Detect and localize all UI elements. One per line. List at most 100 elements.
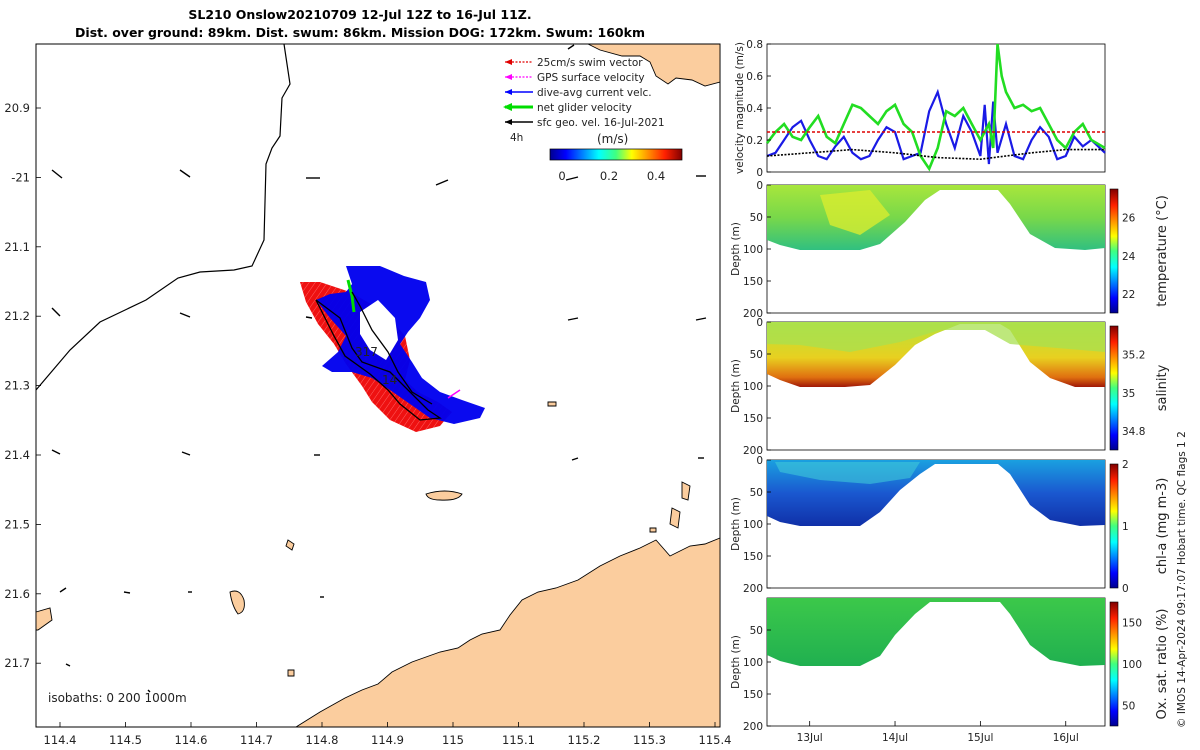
velocity-tick-label: 0.4 bbox=[746, 103, 763, 115]
colorbar-label: temperature (°C) bbox=[1155, 195, 1170, 307]
legend-dive-avg-current: dive-avg current velc. bbox=[537, 87, 652, 99]
velocity-y-axis: 0 0.2 0.4 0.6 0.8 bbox=[746, 39, 771, 179]
footer-credit: © IMOS 14-Apr-2024 09:17:07 Hobart time.… bbox=[1176, 431, 1188, 728]
map-colorbar-gradient bbox=[549, 148, 683, 161]
depth-tick-label: 150 bbox=[743, 551, 763, 563]
depth-tick-label: 150 bbox=[743, 413, 763, 425]
depth-colorbar bbox=[1109, 601, 1119, 727]
map-legend: 25cm/s swim vector GPS surface velocity … bbox=[503, 57, 665, 144]
legend-sfc-geo-velocity: sfc geo. vel. 16-Jul-2021 bbox=[537, 117, 665, 129]
depth-tick-label: 50 bbox=[750, 625, 763, 637]
depth-tick-label: 100 bbox=[743, 244, 763, 256]
velocity-ylabel: velocity magnitude (m/s) bbox=[734, 42, 746, 174]
velocity-tick-label: 0.6 bbox=[746, 71, 763, 83]
colorbar-tick-label: 2 bbox=[1122, 459, 1129, 471]
island bbox=[35, 607, 53, 631]
colorbar-tick-label: 50 bbox=[1122, 700, 1135, 712]
colorbar-tick-label: 0 bbox=[1122, 583, 1129, 595]
time-tick-label: 14Jul bbox=[882, 732, 908, 744]
depth-tick-label: 100 bbox=[743, 657, 763, 669]
depth-ylabel: Depth (m) bbox=[730, 222, 742, 276]
depth-tick-label: 50 bbox=[750, 487, 763, 499]
depth-tick-label: 200 bbox=[743, 308, 763, 320]
temperature-warm-patch bbox=[820, 190, 890, 235]
velocity-tick-label: 0 bbox=[756, 167, 763, 179]
island bbox=[229, 590, 245, 615]
salinity-upper-layer bbox=[767, 322, 1105, 352]
time-axis: 13Jul 14Jul 15Jul 16Jul bbox=[797, 721, 1079, 744]
velocity-series-line bbox=[766, 148, 1105, 161]
land-southeast-mainland bbox=[294, 537, 721, 728]
current-vector-field bbox=[316, 266, 485, 424]
lon-tick-label: 114.9 bbox=[371, 733, 404, 747]
depth-tick-label: 100 bbox=[743, 381, 763, 393]
depth-ylabel: Depth (m) bbox=[730, 497, 742, 551]
map-colorbar-tick-2: 0.4 bbox=[647, 169, 665, 183]
glider-track bbox=[315, 291, 442, 421]
velocity-tick-label: 0.2 bbox=[746, 135, 763, 147]
lat-tick-label: 21.7 bbox=[4, 656, 30, 670]
colorbar-label: salinity bbox=[1155, 364, 1170, 411]
track-gap bbox=[360, 300, 398, 360]
island bbox=[649, 527, 657, 533]
lon-tick-label: 115.2 bbox=[568, 733, 601, 747]
lon-tick-label: 115.3 bbox=[633, 733, 666, 747]
lat-tick-label: 21.2 bbox=[4, 309, 30, 323]
land-northeast bbox=[587, 43, 721, 87]
colorbar-tick-label: 100 bbox=[1122, 659, 1142, 671]
isobaths-label: isobaths: 0 200 1000m bbox=[48, 691, 187, 705]
colorbar-label: chl-a (mg m-3) bbox=[1155, 478, 1170, 575]
time-tick-label: 16Jul bbox=[1053, 732, 1079, 744]
track-label-317: 317 bbox=[355, 345, 378, 359]
sfc-geo-velocity-arrows bbox=[51, 44, 707, 693]
lat-tick-label: 21.5 bbox=[4, 517, 30, 531]
colorbar-tick-label: 22 bbox=[1122, 289, 1135, 301]
lon-tick-label: 114.5 bbox=[109, 733, 142, 747]
islands bbox=[35, 401, 691, 677]
colorbar-tick-label: 35.2 bbox=[1122, 350, 1145, 362]
oxygen-panel bbox=[766, 597, 1106, 727]
depth-tick-label: 50 bbox=[750, 212, 763, 224]
salinity-panel bbox=[766, 321, 1106, 451]
lat-tick-label: 21.3 bbox=[4, 379, 30, 393]
colorbar-label: Ox. sat. ratio (%) bbox=[1155, 609, 1170, 720]
legend-swim-vector-arrowhead bbox=[505, 59, 512, 65]
depth-ylabel: Depth (m) bbox=[730, 359, 742, 413]
lon-tick-label: 115.4 bbox=[699, 733, 732, 747]
legend-swim-vector: 25cm/s swim vector bbox=[537, 57, 643, 69]
lat-tick-label: 21.4 bbox=[4, 448, 30, 462]
map-longitude-axis: 114.4 114.5 114.6 114.7 114.8 114.9 115 115.1 11… bbox=[44, 722, 732, 747]
island bbox=[669, 507, 681, 529]
net-glider-velocity-trace bbox=[346, 279, 356, 313]
velocity-series bbox=[765, 43, 1106, 172]
velocity-series-line bbox=[765, 43, 1106, 172]
lat-tick-label: 21.1 bbox=[4, 240, 30, 254]
track-label-14: 14 bbox=[382, 373, 397, 387]
legend-net-glider-velocity: net glider velocity bbox=[537, 102, 632, 114]
map-title-line-1: SL210 Onslow20210709 12-Jul 12Z to 16-Ju… bbox=[188, 7, 532, 22]
depth-colorbar bbox=[1109, 325, 1119, 451]
colorbar-tick-label: 1 bbox=[1122, 521, 1129, 533]
depth-ylabel: Depth (m) bbox=[730, 635, 742, 689]
lon-tick-label: 114.4 bbox=[44, 733, 77, 747]
depth-tick-label: 0 bbox=[756, 455, 763, 467]
lon-tick-label: 115 bbox=[442, 733, 464, 747]
legend-net-glider-arrowhead bbox=[503, 103, 512, 111]
velocity-tick-label: 0.8 bbox=[746, 39, 763, 51]
map-colorbar: (m/s) 0 0.2 0.4 bbox=[549, 132, 683, 183]
map-latitude-axis: 20.9 -21 21.1 21.2 21.3 21.4 21.5 21.6 21.7 bbox=[4, 101, 41, 670]
lat-tick-label: 20.9 bbox=[4, 101, 30, 115]
velocity-series-line bbox=[766, 88, 1106, 165]
depth-tick-label: 200 bbox=[743, 445, 763, 457]
temperature-panel bbox=[766, 184, 1106, 314]
lon-tick-label: 114.6 bbox=[175, 733, 208, 747]
velocity-panel: 0 0.2 0.4 0.6 0.8 velocity magnitude (m/s) bbox=[734, 39, 1106, 179]
island bbox=[681, 481, 691, 501]
map-colorbar-tick-1: 0.2 bbox=[600, 169, 618, 183]
island bbox=[287, 669, 295, 677]
depth-colorbar bbox=[1109, 463, 1119, 589]
lon-tick-label: 115.1 bbox=[502, 733, 535, 747]
